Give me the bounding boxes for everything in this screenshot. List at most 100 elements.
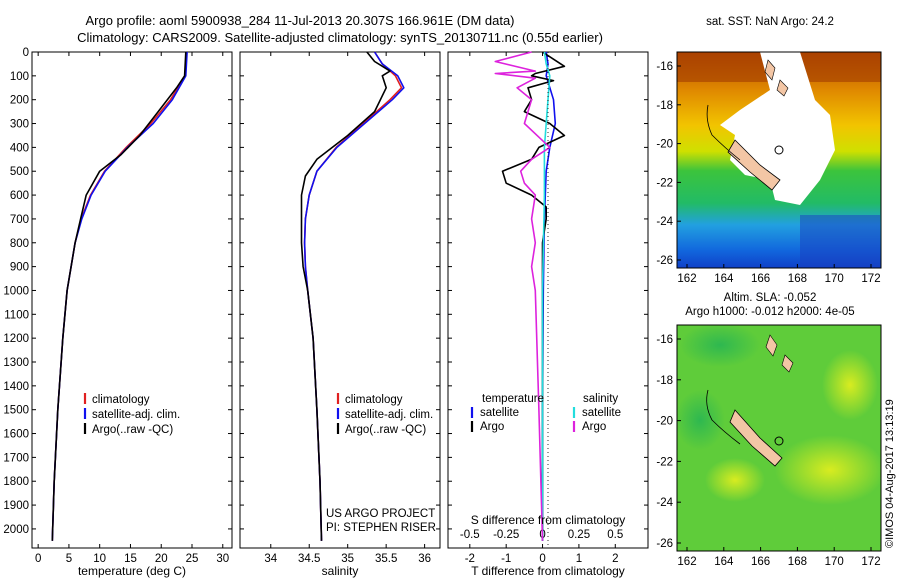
depth-tick-label: 900 [10,262,29,274]
map-x-tick-label: 172 [861,556,880,568]
map-x-tick-label: 170 [825,556,844,568]
x-tick-label: -2 [465,553,475,565]
sst-map [677,52,881,268]
x-tick-label: 0 [35,553,41,565]
legend-argo-t: Argo [480,421,504,433]
depth-tick-label: 0 [23,47,29,59]
map-x-tick-label: 166 [751,273,770,285]
legend-salinity-heading: salinity [583,393,618,405]
map-x-tick-label: 170 [825,273,844,285]
x-tick-label: 35 [341,553,354,565]
map-y-tick-label: -20 [656,139,673,151]
sst-map-ticks: 162 164 166 168 170 172 -16 -18 -20 -22 -24 -26 [656,61,880,285]
sst-vanuatu-2 [776,79,789,97]
legend-climatology: climatology [345,394,403,406]
x-tick-label: 30 [216,553,229,565]
salinity-panel [239,51,441,549]
depth-tick-label: 400 [10,142,29,154]
s-tick-label: -0.5 [460,529,480,541]
sst-vanuatu-1 [764,59,776,81]
x-tick-label: 15 [124,553,137,565]
sst-map-title: sat. SST: NaN Argo: 24.2 [706,16,834,28]
map-x-tick-label: 164 [714,556,734,568]
x-tick-label: 34.5 [298,553,320,565]
title-line-2: Climatology: CARS2009. Satellite-adjuste… [77,30,603,45]
sla-map-frame [676,324,882,552]
series-line-argo-raw-qc- [51,51,187,541]
depth-tick-label: 500 [10,166,29,178]
depth-tick-label: 700 [10,214,29,226]
map-y-tick-label: -26 [656,538,673,550]
sla-map [677,325,881,551]
legend-argo: Argo(..raw -QC) [92,424,173,436]
sla-map-ticks: 162 164 166 168 170 172 -16 -18 -20 -22 -24 -26 [656,334,880,568]
x-tick-label: -1 [501,553,511,565]
sst-argo-location [774,145,784,155]
depth-tick-label: 1200 [3,333,29,345]
sst-cold-patch [800,215,880,268]
legend-climatology: climatology [92,394,150,406]
map-y-tick-label: -24 [656,497,673,509]
series-line-temperature-satellite [541,51,557,541]
difference-xlabel: T difference from climatology [471,564,625,578]
map-x-tick-label: 164 [714,273,734,285]
sst-new-caledonia [727,139,781,191]
sla-low-2 [677,390,725,450]
legend-satellite: satellite-adj. clim. [92,409,180,421]
x-tick-label: 2 [612,553,618,565]
credit-pi: PI: STEPHEN RISER [326,522,436,534]
map-y-tick-label: -18 [656,100,673,112]
x-tick-label: 36 [418,553,431,565]
s-tick-label: 0.25 [568,529,590,541]
map-y-tick-label: -22 [656,177,673,189]
temperature-panel [31,51,233,549]
difference-legend: temperature salinity satellite satellite… [470,393,621,433]
x-tick-label: 0 [539,553,545,565]
temperature-xlabel: temperature (deg C) [78,564,186,578]
depth-tick-label: 1300 [3,357,29,369]
s-tick-label: -0.25 [493,529,519,541]
series-line-climatology [51,51,188,541]
legend-argo-s: Argo [582,421,606,433]
sla-high-3 [705,458,765,502]
temperature-legend: climatology satellite-adj. clim. Argo(..… [83,393,180,436]
difference-series [494,51,566,541]
sst-reef-outline [706,104,741,161]
map-x-tick-label: 162 [677,556,696,568]
x-tick-label: 34 [264,553,277,565]
depth-tick-label: 2000 [3,524,29,536]
depth-tick-label: 100 [10,71,29,83]
depth-tick-label: 600 [10,190,29,202]
map-y-tick-label: -26 [656,255,673,267]
x-tick-label: 5 [66,553,72,565]
map-x-tick-label: 172 [861,273,880,285]
depth-tick-label: 1500 [3,405,29,417]
depth-tick-label: 1100 [4,309,29,321]
x-tick-label: 1 [576,553,582,565]
map-x-tick-label: 168 [788,273,807,285]
sla-vanuatu-1 [765,334,778,357]
sla-map-title-1: Altim. SLA: -0.052 [724,292,817,304]
legend-sat-t: satellite [480,407,519,419]
series-line-satellite-adj-clim- [51,51,188,541]
map-y-tick-label: -16 [656,61,673,73]
sla-vanuatu-2 [781,354,794,373]
depth-tick-label: 1700 [3,452,29,464]
legend-sat-s: satellite [582,407,621,419]
sla-reef-outline [706,389,741,445]
sla-high-1 [822,350,878,420]
salinity-xlabel: salinity [322,564,359,578]
x-tick-label: 25 [186,553,199,565]
credit-project: US ARGO PROJECT [326,508,435,520]
x-tick-label: 20 [155,553,168,565]
series-line-salinity-satellite [541,51,551,541]
map-y-tick-label: -22 [656,456,673,468]
sla-high-2 [775,435,881,505]
depth-tick-label: 300 [10,119,29,131]
salinity-legend: climatology satellite-adj. clim. Argo(..… [336,393,433,436]
depth-tick-label: 200 [10,95,29,107]
map-y-tick-label: -20 [656,416,673,428]
depth-tick-label: 1000 [3,285,29,297]
map-x-tick-label: 162 [677,273,696,285]
